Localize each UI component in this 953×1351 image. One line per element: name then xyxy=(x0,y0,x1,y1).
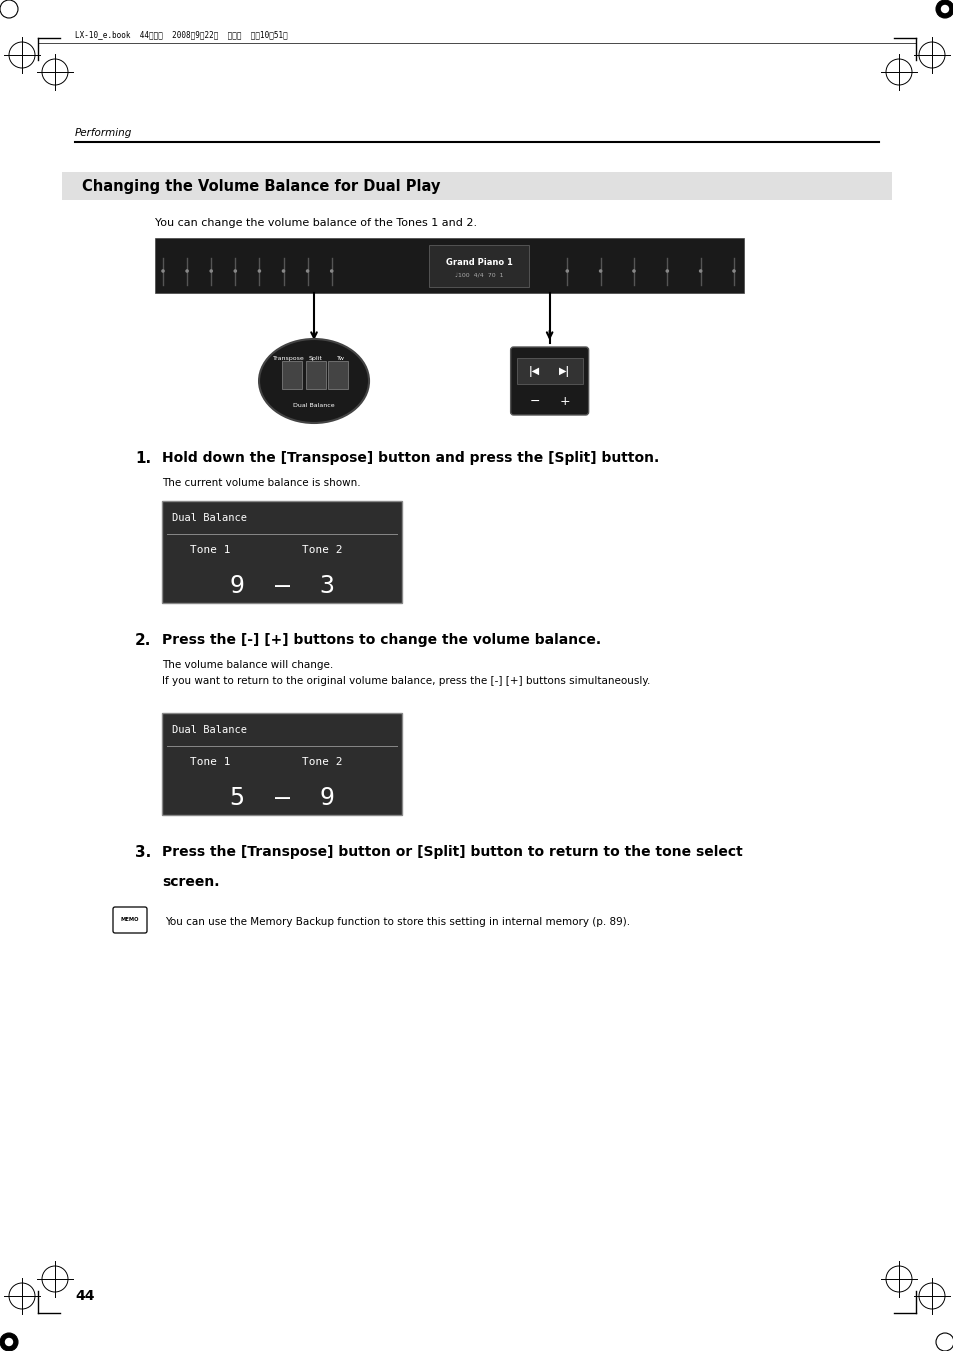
Text: +: + xyxy=(558,394,569,408)
Text: Press the [-] [+] buttons to change the volume balance.: Press the [-] [+] buttons to change the … xyxy=(162,634,600,647)
Text: LX-10_e.book  44ページ  2008年9月22日  月曜日  午前10時51分: LX-10_e.book 44ページ 2008年9月22日 月曜日 午前10時5… xyxy=(75,30,288,39)
Text: Tone 2: Tone 2 xyxy=(302,757,342,767)
Ellipse shape xyxy=(259,339,369,423)
Circle shape xyxy=(306,269,309,273)
Text: Changing the Volume Balance for Dual Play: Changing the Volume Balance for Dual Pla… xyxy=(82,178,440,193)
Text: Grand Piano 1: Grand Piano 1 xyxy=(445,258,512,266)
Circle shape xyxy=(281,269,285,273)
Circle shape xyxy=(935,0,953,18)
Text: ♩100  4/4  70  1: ♩100 4/4 70 1 xyxy=(455,273,502,277)
Circle shape xyxy=(598,269,601,273)
Text: screen.: screen. xyxy=(162,875,219,889)
FancyBboxPatch shape xyxy=(162,501,401,603)
Text: ▶|: ▶| xyxy=(558,366,570,377)
FancyBboxPatch shape xyxy=(510,347,588,415)
Text: The current volume balance is shown.: The current volume balance is shown. xyxy=(162,478,360,488)
FancyBboxPatch shape xyxy=(62,172,891,200)
Circle shape xyxy=(233,269,237,273)
Text: Tone 1: Tone 1 xyxy=(190,544,231,555)
Text: −: − xyxy=(529,394,539,408)
Circle shape xyxy=(665,269,668,273)
Text: |◀: |◀ xyxy=(529,366,539,377)
FancyBboxPatch shape xyxy=(306,361,326,389)
Text: Tone 2: Tone 2 xyxy=(302,544,342,555)
Circle shape xyxy=(0,1333,18,1351)
FancyBboxPatch shape xyxy=(112,907,147,934)
FancyBboxPatch shape xyxy=(282,361,302,389)
Circle shape xyxy=(330,269,334,273)
Circle shape xyxy=(941,5,947,12)
Text: 2.: 2. xyxy=(135,634,152,648)
Circle shape xyxy=(632,269,635,273)
Text: 44: 44 xyxy=(75,1289,94,1302)
Text: You can use the Memory Backup function to store this setting in internal memory : You can use the Memory Backup function t… xyxy=(165,917,630,927)
Text: Hold down the [Transpose] button and press the [Split] button.: Hold down the [Transpose] button and pre… xyxy=(162,451,659,465)
Circle shape xyxy=(161,269,165,273)
Circle shape xyxy=(185,269,189,273)
Circle shape xyxy=(257,269,261,273)
Text: 5  –  9: 5 – 9 xyxy=(230,786,335,811)
Text: 1.: 1. xyxy=(135,451,151,466)
Text: If you want to return to the original volume balance, press the [-] [+] buttons : If you want to return to the original vo… xyxy=(162,676,650,686)
FancyBboxPatch shape xyxy=(429,245,528,286)
FancyBboxPatch shape xyxy=(328,361,348,389)
Circle shape xyxy=(565,269,569,273)
Text: Performing: Performing xyxy=(75,128,132,138)
Text: MEMO: MEMO xyxy=(121,916,139,921)
Text: Dual Balance: Dual Balance xyxy=(172,725,247,735)
Text: Dual Balance: Dual Balance xyxy=(172,513,247,523)
FancyBboxPatch shape xyxy=(154,238,743,293)
Text: 9  –  3: 9 – 3 xyxy=(230,574,335,598)
Text: Transpose: Transpose xyxy=(273,355,305,361)
Text: The volume balance will change.: The volume balance will change. xyxy=(162,661,333,670)
FancyBboxPatch shape xyxy=(517,358,582,384)
Circle shape xyxy=(732,269,735,273)
Text: Press the [Transpose] button or [Split] button to return to the tone select: Press the [Transpose] button or [Split] … xyxy=(162,844,742,859)
Circle shape xyxy=(6,1339,12,1346)
Circle shape xyxy=(699,269,701,273)
Text: You can change the volume balance of the Tones 1 and 2.: You can change the volume balance of the… xyxy=(154,218,476,228)
Text: Tone 1: Tone 1 xyxy=(190,757,231,767)
Text: Dual Balance: Dual Balance xyxy=(293,403,335,408)
FancyBboxPatch shape xyxy=(162,713,401,815)
Text: 3.: 3. xyxy=(135,844,152,861)
Text: Split: Split xyxy=(309,355,323,361)
Text: Tw: Tw xyxy=(336,355,345,361)
Circle shape xyxy=(209,269,213,273)
